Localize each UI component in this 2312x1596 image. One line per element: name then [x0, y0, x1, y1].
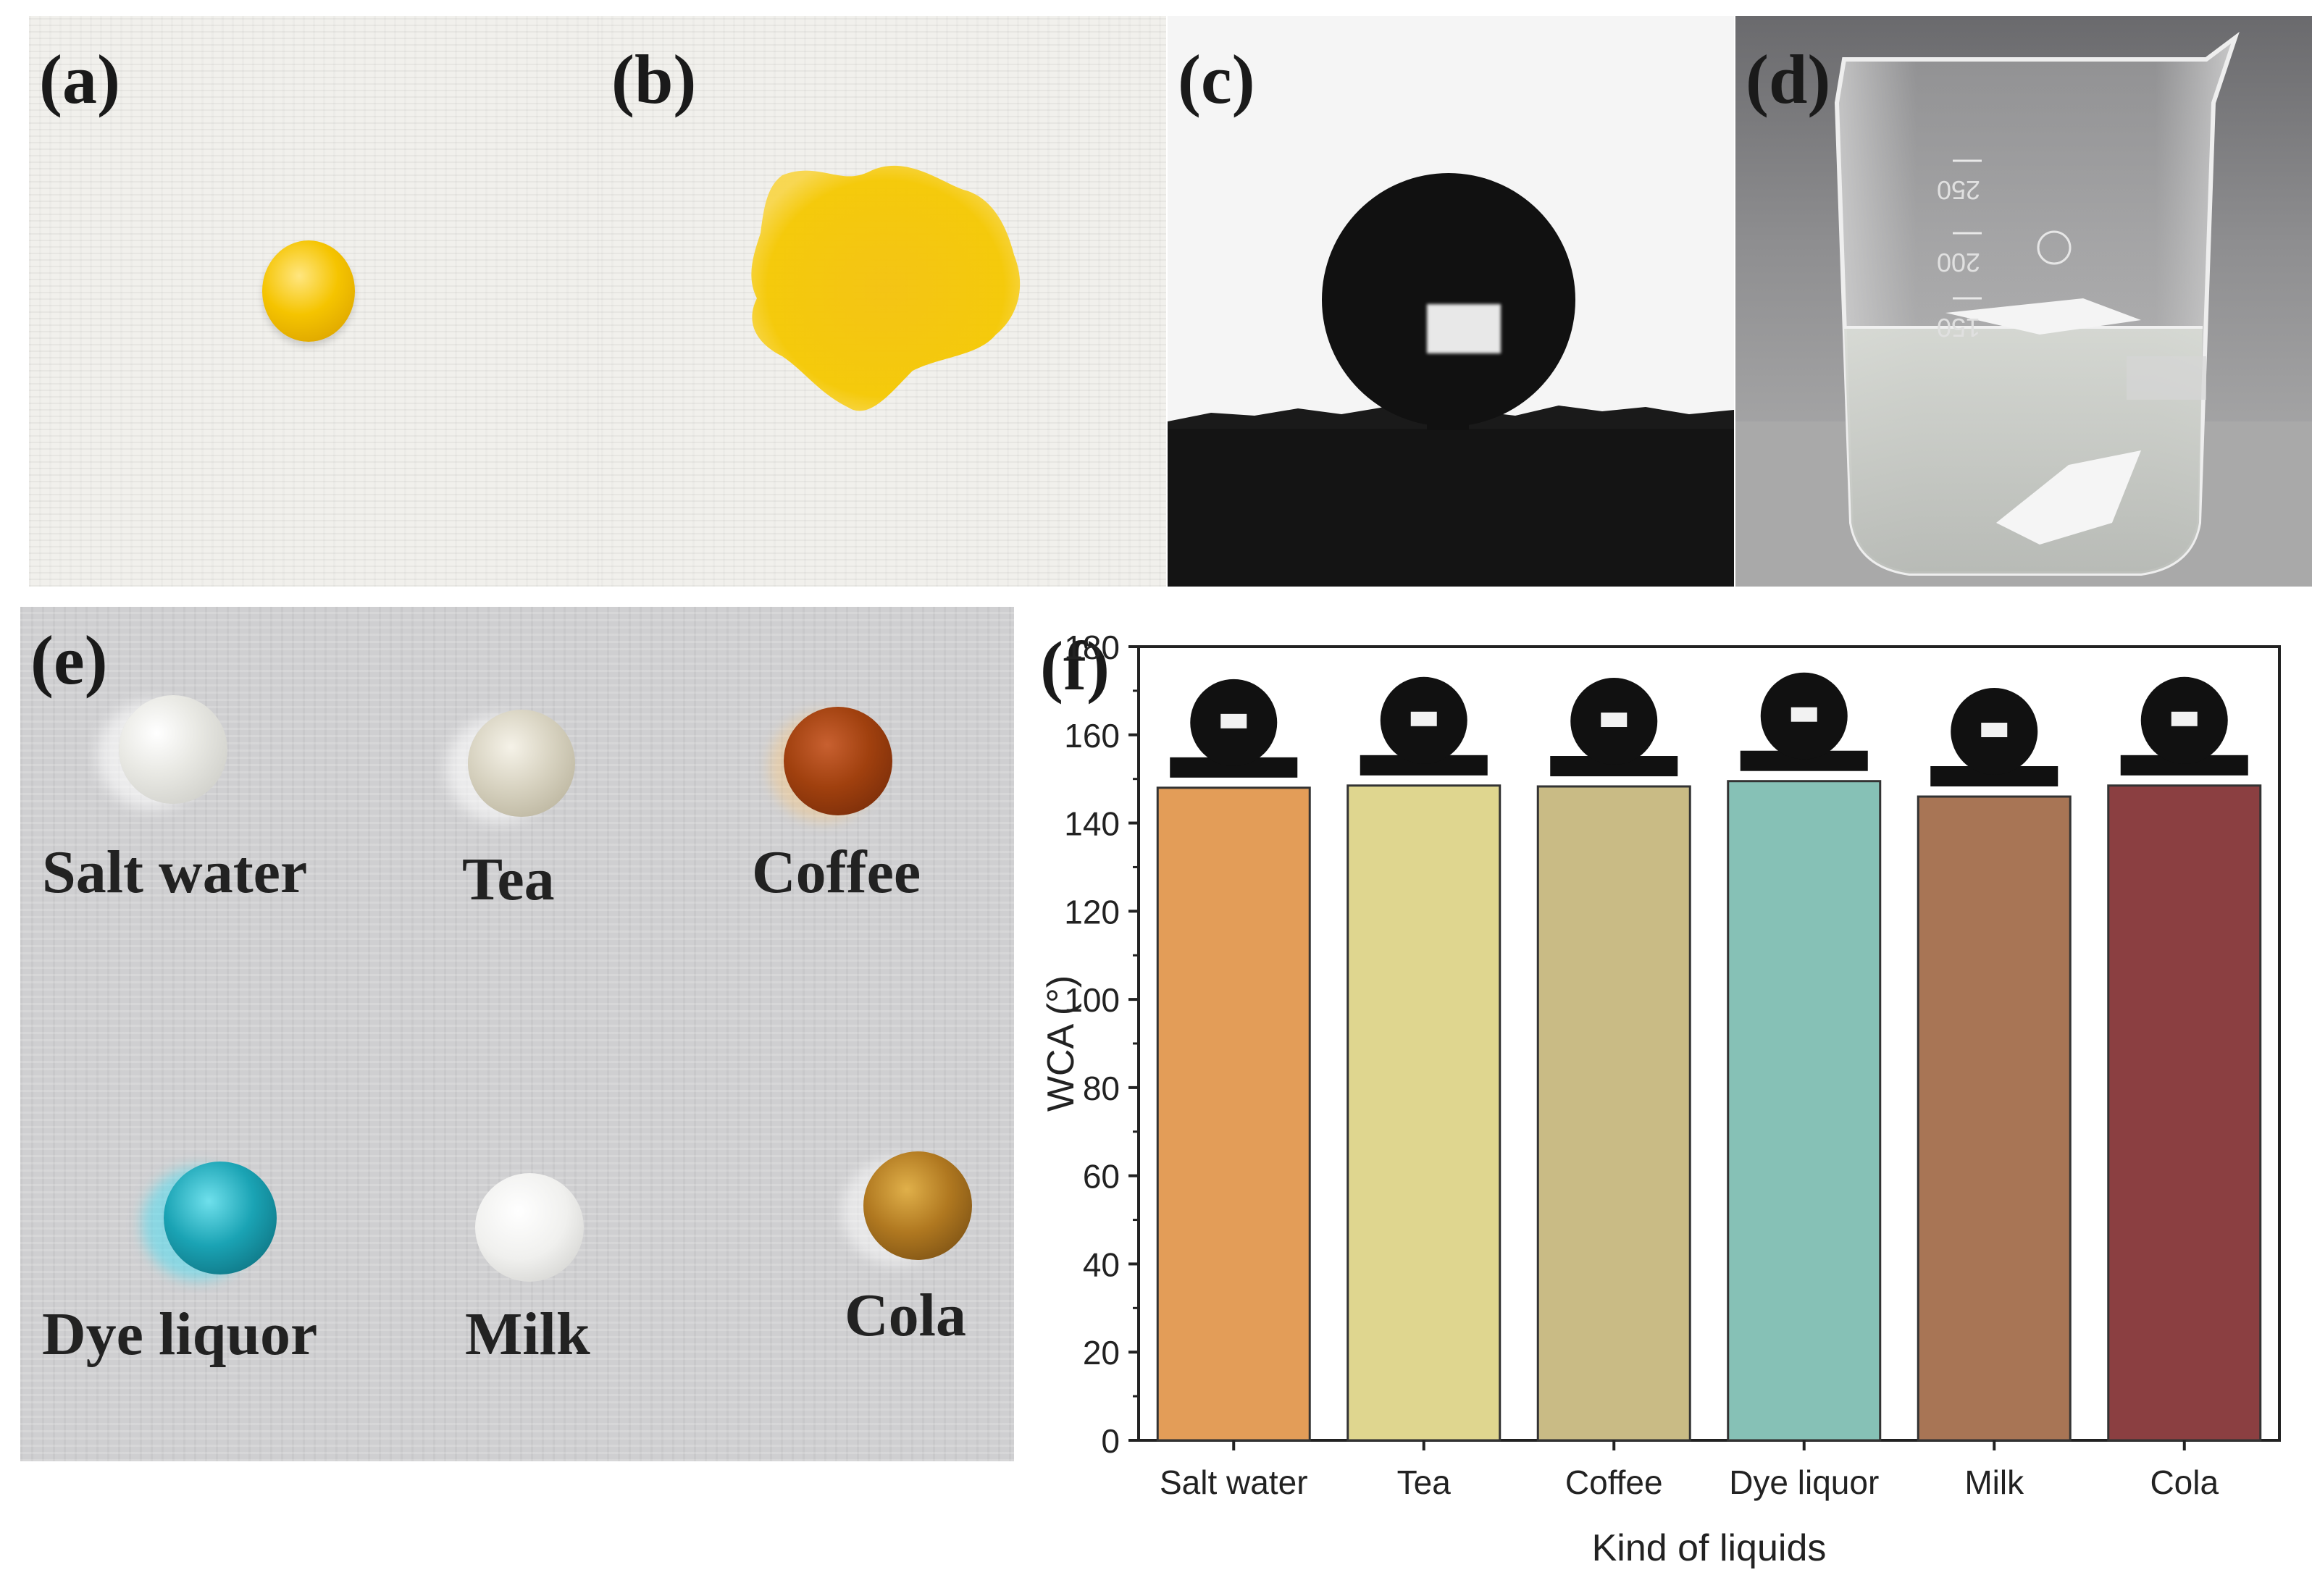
beaker-mark-200: 200: [1937, 248, 1980, 277]
panel-label-f: (f): [1036, 623, 1114, 710]
y-tick-label: 120: [1064, 893, 1120, 931]
bar-tea: [1346, 784, 1501, 1442]
x-axis-label: Kind of liquids: [1592, 1527, 1827, 1569]
x-tick-label: Coffee: [1565, 1463, 1663, 1501]
beaker-mark-250: 250: [1937, 175, 1980, 205]
y-tick-label: 80: [1083, 1070, 1120, 1107]
panel-label-e: (e): [30, 621, 108, 699]
droplet-dye-liquor: [164, 1162, 277, 1274]
bar-cola: [2107, 784, 2262, 1442]
yellow-stain: [751, 165, 1021, 411]
droplet-label-cola: Cola: [845, 1282, 966, 1349]
droplet-cola: [863, 1151, 972, 1260]
droplet-coffee: [784, 707, 892, 815]
panel-e-liquid-droplets-photo: Salt water Tea Coffee Dye liquor Milk Co…: [20, 607, 1014, 1461]
x-tick-label: Salt water: [1160, 1463, 1308, 1501]
panel-d-beaker-photo: 250 200 150: [1735, 16, 2312, 587]
wca-bar-chart: 0 20 40 60 80 100 120 140 160 180 Salt water Tea Cof…: [1040, 629, 2281, 1569]
panel-label-b: (b): [611, 41, 697, 118]
panel-label-a: (a): [39, 41, 120, 118]
y-tick-label: 140: [1064, 805, 1120, 843]
droplet-milk: [475, 1173, 584, 1282]
droplet-inset-milk: [1930, 688, 2058, 787]
panel-label-c: (c): [1178, 41, 1255, 118]
bar-dye-liquor: [1727, 780, 1882, 1442]
bar-salt-water: [1156, 786, 1311, 1442]
y-tick-label: 100: [1064, 981, 1120, 1019]
droplet-inset-coffee: [1550, 678, 1678, 777]
panel-c-contact-angle-image: [1168, 16, 1734, 587]
y-tick-label: 20: [1083, 1334, 1120, 1372]
y-tick-label: 60: [1083, 1158, 1120, 1196]
droplet-label-milk: Milk: [465, 1301, 590, 1368]
beaker-illustration: 250 200 150: [1735, 16, 2312, 587]
droplet-label-tea: Tea: [462, 846, 555, 913]
y-axis-label: WCA (°): [1040, 975, 1082, 1112]
panel-label-d: (d): [1746, 41, 1831, 118]
bar-milk: [1917, 795, 2072, 1442]
droplet-label-salt-water: Salt water: [42, 839, 308, 906]
y-tick-label: 40: [1083, 1246, 1120, 1283]
panel-b-photo: [601, 16, 1166, 587]
yellow-droplet: [262, 240, 355, 342]
droplet-inset-cola: [2120, 676, 2248, 776]
y-tick-label: 180: [1064, 629, 1120, 666]
x-tick-label: Tea: [1397, 1463, 1452, 1501]
y-tick-label: 160: [1064, 717, 1120, 755]
droplet-inset-salt-water: [1170, 679, 1298, 778]
panel-a-photo: [29, 16, 601, 587]
droplet-salt-water: [119, 695, 227, 804]
droplet-label-dye-liquor: Dye liquor: [42, 1301, 318, 1368]
droplet-inset-dye-liquor: [1740, 672, 1868, 771]
y-tick-label: 0: [1101, 1422, 1120, 1460]
x-tick-label: Dye liquor: [1729, 1463, 1879, 1501]
x-tick-label: Milk: [1964, 1463, 2024, 1501]
droplet-label-coffee: Coffee: [752, 839, 921, 906]
bar-coffee: [1536, 785, 1691, 1442]
droplet-inset-tea: [1360, 676, 1488, 776]
contact-angle-silhouette: [1168, 16, 1734, 587]
droplet-tea: [468, 710, 575, 817]
x-tick-label: Cola: [2150, 1463, 2219, 1501]
beaker-mark-150: 150: [1937, 313, 1980, 343]
